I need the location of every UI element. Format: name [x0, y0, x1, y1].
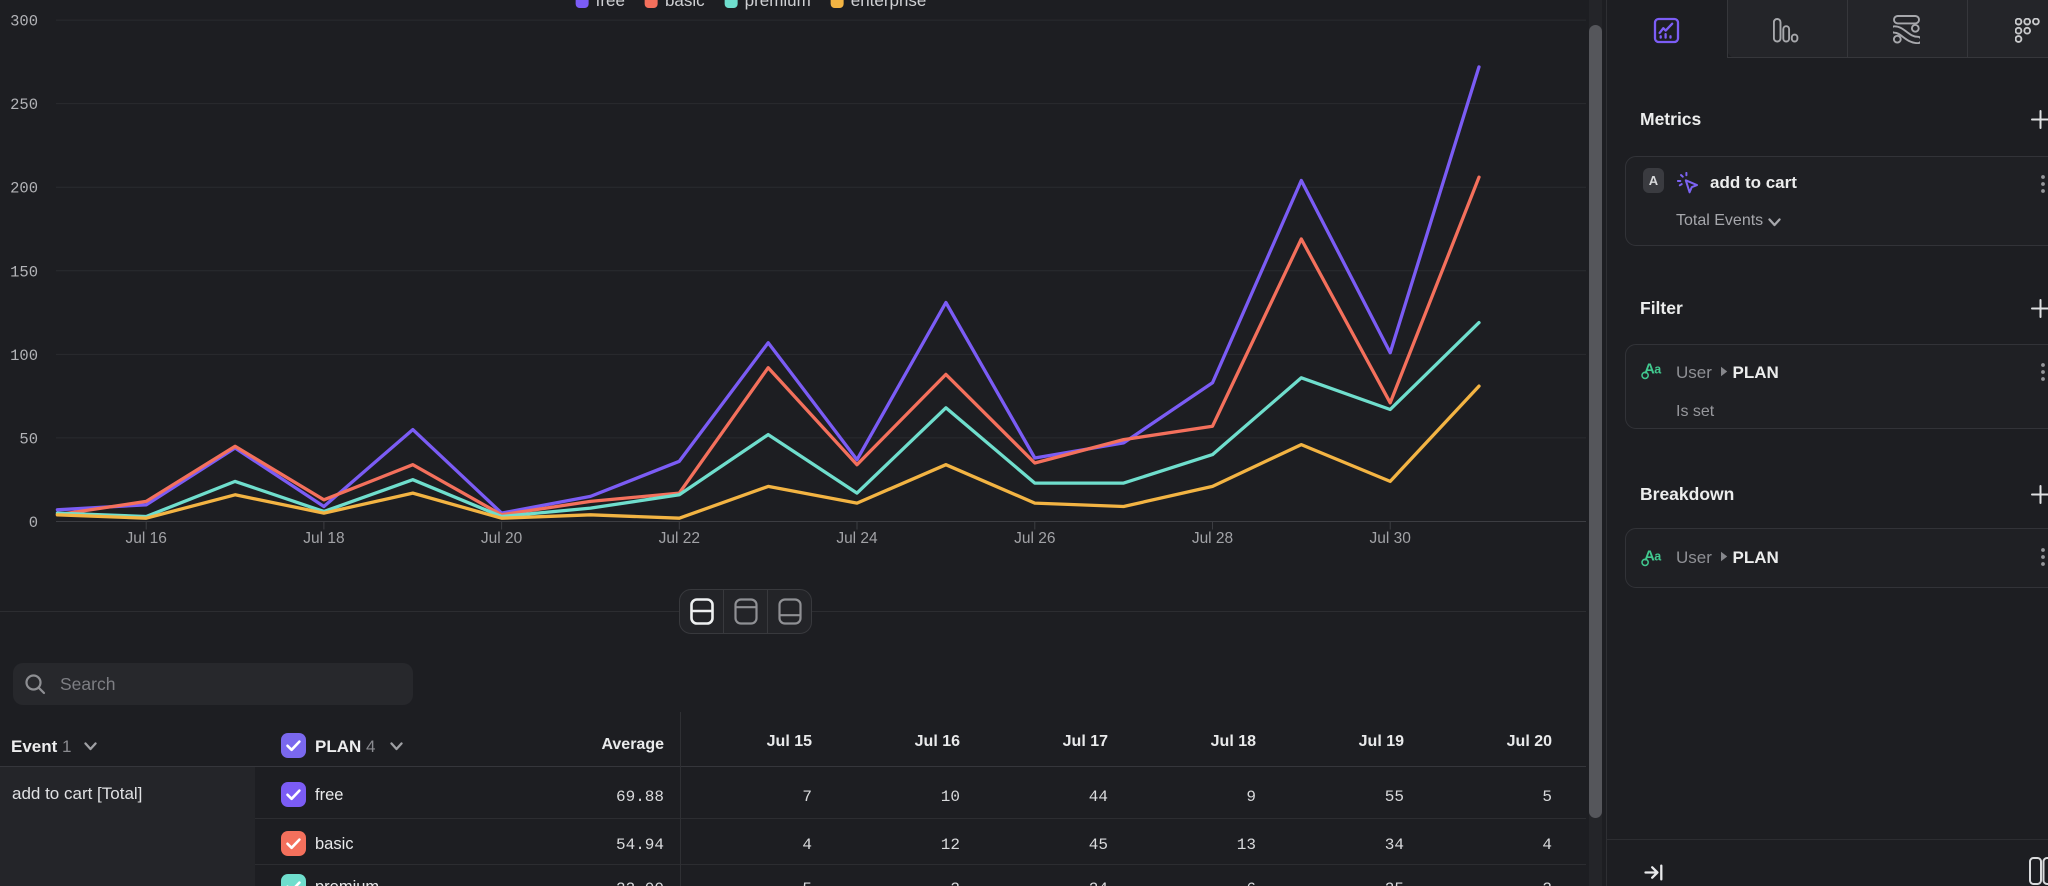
- svg-text:Jul 26: Jul 26: [1014, 530, 1055, 547]
- svg-text:Jul 22: Jul 22: [659, 530, 700, 547]
- svg-text:300: 300: [10, 13, 38, 31]
- svg-text:200: 200: [10, 180, 38, 198]
- svg-text:100: 100: [10, 347, 38, 365]
- svg-text:0: 0: [29, 514, 38, 532]
- svg-text:Jul 30: Jul 30: [1370, 530, 1412, 547]
- svg-text:Jul 28: Jul 28: [1192, 530, 1233, 547]
- svg-text:Jul 16: Jul 16: [126, 530, 167, 547]
- svg-text:Jul 18: Jul 18: [303, 530, 344, 547]
- svg-text:a: a: [1654, 550, 1662, 564]
- svg-text:Jul 24: Jul 24: [836, 530, 878, 547]
- svg-text:A: A: [1644, 361, 1655, 378]
- svg-text:250: 250: [10, 96, 38, 114]
- svg-text:A: A: [1644, 548, 1655, 565]
- svg-text:a: a: [1654, 363, 1662, 377]
- svg-text:50: 50: [19, 430, 38, 448]
- svg-text:150: 150: [10, 263, 38, 281]
- svg-text:Jul 20: Jul 20: [481, 530, 523, 547]
